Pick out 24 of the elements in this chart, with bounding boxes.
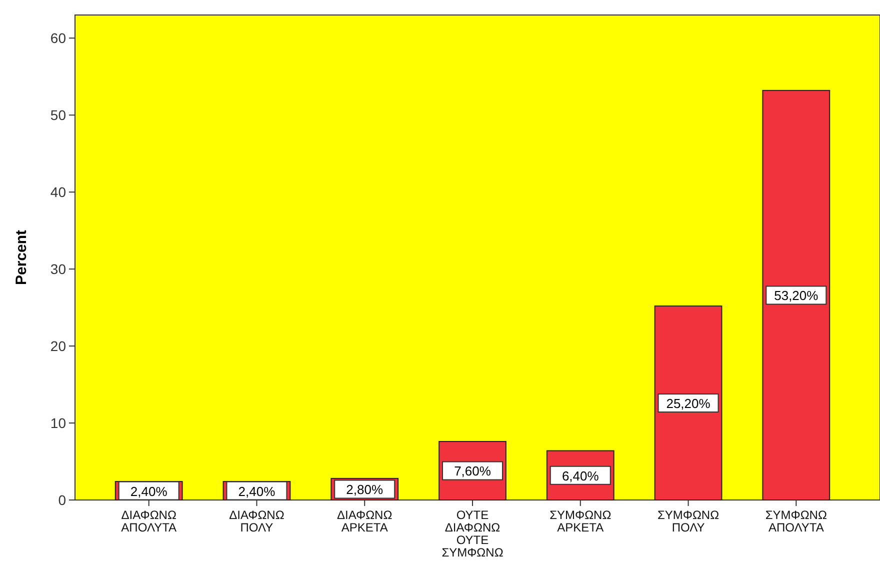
x-tick-label: ΔΙΑΦΩΝΩ ΠΟΛΥ [229, 508, 284, 534]
y-tick-label: 10 [50, 415, 66, 432]
data-label: 2,40% [130, 484, 168, 499]
data-label: 53,20% [774, 288, 819, 304]
bar [762, 90, 830, 500]
y-tick-label: 40 [50, 184, 66, 200]
x-tick-label: ΟΥΤΕ ΔΙΑΦΩΝΩ ΟΥΤΕ ΣΥΜΦΩΝΩ [442, 508, 504, 560]
x-tick-label: ΔΙΑΦΩΝΩ ΑΡΚΕΤΑ [337, 508, 392, 534]
y-tick-label: 30 [50, 261, 66, 278]
y-tick-label: 60 [50, 30, 66, 46]
data-label: 2,40% [238, 484, 276, 499]
data-label: 6,40% [562, 468, 600, 484]
x-tick-label: ΣΥΜΦΩΝΩ ΠΟΛΥ [657, 508, 720, 534]
data-label: 2,80% [346, 482, 384, 498]
x-tick-label: ΣΥΜΦΩΝΩ ΑΠΟΛΥΤΑ [765, 508, 827, 534]
data-label: 25,20% [666, 396, 711, 411]
x-tick-label: ΣΥΜΦΩΝΩ ΑΡΚΕΤΑ [550, 508, 612, 534]
y-tick-label: 0 [58, 492, 66, 508]
y-tick-label: 50 [50, 107, 66, 124]
y-axis-title: Percent [13, 230, 30, 286]
x-tick-label: ΔΙΑΦΩΝΩ ΑΠΟΛΥΤΑ [121, 508, 177, 534]
bar [654, 306, 722, 500]
data-label: 7,60% [454, 464, 492, 479]
y-tick-label: 20 [50, 338, 66, 354]
